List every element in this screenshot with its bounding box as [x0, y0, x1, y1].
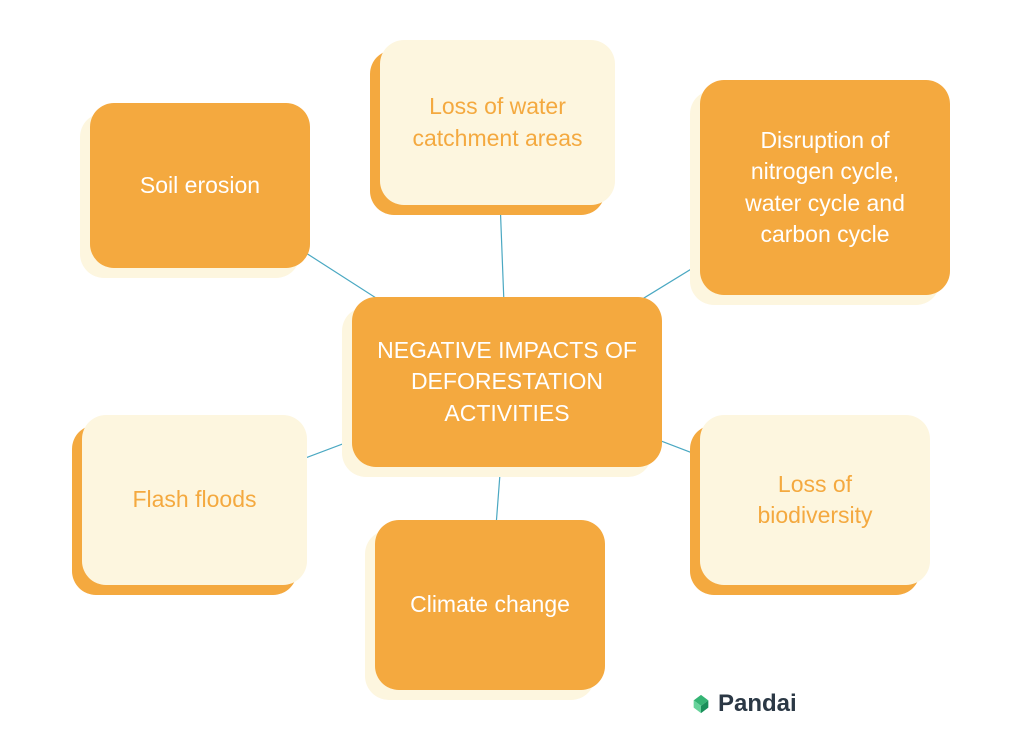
leaf-node-cycles: Disruption of nitrogen cycle, water cycl… — [700, 80, 950, 295]
leaf-node-box: Climate change — [375, 520, 605, 690]
leaf-node-climate: Climate change — [375, 520, 605, 690]
leaf-node-soil: Soil erosion — [90, 103, 310, 268]
pandai-logo-icon — [690, 693, 712, 715]
leaf-node-box: Loss of water catchment areas — [380, 40, 615, 205]
leaf-node-label: Flash floods — [132, 484, 256, 515]
leaf-node-box: Loss of biodiversity — [700, 415, 930, 585]
leaf-node-box: Disruption of nitrogen cycle, water cycl… — [700, 80, 950, 295]
leaf-node-box: Soil erosion — [90, 103, 310, 268]
leaf-node-label: Soil erosion — [140, 170, 260, 201]
leaf-node-flood: Flash floods — [82, 415, 307, 585]
center-node-label: NEGATIVE IMPACTS OF DEFORESTATION ACTIVI… — [372, 335, 642, 428]
leaf-node-label: Climate change — [410, 589, 570, 620]
leaf-node-water: Loss of water catchment areas — [380, 40, 615, 205]
center-node: NEGATIVE IMPACTS OF DEFORESTATION ACTIVI… — [352, 297, 662, 467]
brand-logo-text: Pandai — [718, 690, 797, 718]
leaf-node-label: Disruption of nitrogen cycle, water cycl… — [720, 125, 930, 249]
center-node-box: NEGATIVE IMPACTS OF DEFORESTATION ACTIVI… — [352, 297, 662, 467]
diagram-canvas: NEGATIVE IMPACTS OF DEFORESTATION ACTIVI… — [0, 0, 1024, 753]
leaf-node-label: Loss of biodiversity — [720, 469, 910, 531]
brand-logo: Pandai — [690, 690, 797, 718]
leaf-node-bio: Loss of biodiversity — [700, 415, 930, 585]
leaf-node-box: Flash floods — [82, 415, 307, 585]
leaf-node-label: Loss of water catchment areas — [400, 91, 595, 153]
